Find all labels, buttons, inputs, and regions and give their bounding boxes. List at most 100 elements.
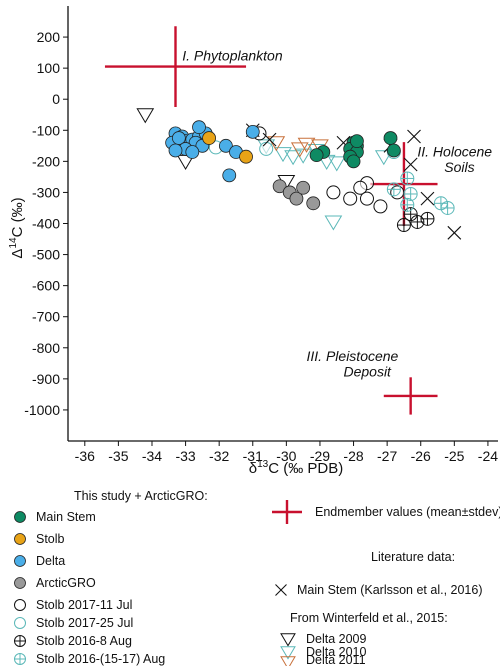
delta-point [218,138,233,153]
karlsson-point-b [403,157,418,172]
endmember-cross [104,26,247,107]
x-tick-label: -25 [444,448,464,464]
main-stem-point [350,134,364,149]
legend-item-delta2010: Delta 2010 [280,645,367,660]
y-tick-label: -400 [32,216,60,232]
legend-item-arcticgro: ArcticGRO [14,576,96,590]
stolb-aug8-point [420,211,435,226]
legend-item-endmember [272,500,302,524]
karlsson-point [407,129,421,144]
y-tick-label: 0 [52,91,60,107]
stolb-aug8-point [396,218,411,233]
stolb-aug15-point [386,182,401,197]
legend-label-main-stem: Main Stem [36,510,96,524]
legend-marker-stolb-jul25 [14,617,26,629]
main-stem-point [346,154,361,169]
arcticgro-point [272,179,287,194]
x-tick-label: -32 [209,448,229,464]
legend-item-stolb-aug8: Stolb 2016-8 Aug [14,634,132,648]
stolb-jul11-point [326,185,341,200]
legend-item-stolb-jul11: Stolb 2017-11 Jul [14,598,132,612]
y-axis-label: Δ14C (‰) [8,197,26,258]
legend-item-stolb-jul25: Stolb 2017-25 Jul [14,616,133,630]
legend-marker-delta2011 [280,656,296,666]
series-stolb_aug15 [386,171,455,215]
x-tick-label: -34 [142,448,162,464]
karlsson-point [420,191,435,206]
karlsson-point [447,225,462,240]
legend-item-delta2009: Delta 2009 [280,632,367,647]
annotation-phyto: I. Phytoplankton [182,47,283,63]
endmember-cross [383,377,438,415]
legend-marker-stolb-aug8 [14,635,26,647]
annotation-pleist2: Deposit [343,364,392,380]
delta2010-point [324,215,343,231]
y-tick-label: -500 [32,247,60,263]
y-tick-label: -800 [32,340,60,356]
legend-item-delta: Delta [14,554,65,568]
x-tick-label: -26 [411,448,431,464]
stolb-point [202,131,216,145]
x-tick-label: -24 [478,448,498,464]
legend-label-delta2011: Delta 2011 [306,653,366,666]
legend-item-stolb: Stolb [14,532,65,546]
legend-label-delta: Delta [36,554,65,568]
stolb-jul25-point [259,141,274,156]
stolb-aug15-point [400,197,415,212]
legend-label-karlsson: Main Stem (Karlsson et al., 2016) [297,583,483,597]
legend-marker-delta2010 [280,646,296,660]
karlsson-point-b [262,132,277,147]
legend: This study + ArcticGRO: Endmember values… [14,489,500,666]
y-tick-label: -900 [32,371,60,387]
legend-label-stolb: Stolb [36,532,65,546]
legend-marker-delta [14,555,26,567]
stolb-aug15-point [403,186,418,201]
legend-marker-delta2009 [280,633,296,647]
axis-labels: δ13C (‰ PDB) Δ14C (‰) [8,197,343,477]
karlsson-point [403,157,418,172]
stolb-jul11-point [343,191,358,206]
legend-label-stolb-jul25: Stolb 2017-25 Jul [36,616,133,630]
y-tick-label: -200 [32,153,60,169]
x-axis-label: δ13C (‰ PDB) [249,459,343,477]
x-tick-label: -33 [175,448,195,464]
arcticgro-point [306,196,321,211]
stolb-aug15-point [440,200,455,215]
stolb-aug15-point [400,171,415,186]
delta-point [185,145,200,159]
legend-winterfeld-header: From Winterfeld et al., 2015: [290,611,448,625]
series-arcticgro [272,179,321,211]
stolb-jul11-point [390,185,405,200]
stolb-point [239,149,253,164]
plot-area: -36 -35 -34 -33 -32 -31 -30 -29 -28 -27 -26 -25 -24 2… [24,6,498,464]
delta-point [222,168,237,183]
x-tick-label: -30 [276,448,296,464]
karlsson-point [262,132,277,147]
main-stem-point [386,143,401,158]
karlsson-point-b [407,129,421,144]
series-delta [165,120,260,183]
legend-item-stolb-aug15: Stolb 2016-(15-17) Aug [14,652,165,666]
karlsson-point-b [336,135,351,150]
legend-marker-arcticgro [14,577,26,589]
legend-marker-stolb [14,533,26,545]
annotation-soil1: II. Holocene [417,144,492,160]
series-stolb_aug8 [396,207,435,233]
legend-header-study: This study + ArcticGRO: [74,489,208,503]
x-tick-label: -28 [343,448,363,464]
legend-marker-karlsson-b [275,584,287,596]
x-tick-label: -27 [377,448,397,464]
annotation-pleist1: III. Pleistocene [307,348,399,364]
delta-point [168,143,183,158]
x-tick-label: -29 [310,448,330,464]
legend-label-delta2009: Delta 2009 [306,632,367,646]
arcticgro-point [289,191,304,206]
stolb-jul11-point [353,180,368,195]
y-tick-label: -1000 [24,402,60,418]
delta2011-point [297,137,316,153]
legend-marker-main-stem [14,511,26,523]
series-stolb [202,131,253,164]
legend-endmember-label: Endmember values (mean±stdev) [315,505,500,519]
